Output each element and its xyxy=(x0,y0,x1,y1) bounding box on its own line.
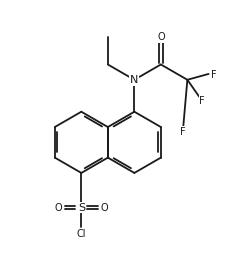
Text: O: O xyxy=(55,203,63,213)
Text: O: O xyxy=(100,203,108,213)
Text: F: F xyxy=(180,126,186,136)
Text: N: N xyxy=(130,75,139,85)
Text: O: O xyxy=(157,32,165,42)
Text: F: F xyxy=(211,70,216,80)
Text: Cl: Cl xyxy=(76,229,86,239)
Text: F: F xyxy=(199,96,205,106)
Text: S: S xyxy=(78,203,85,213)
